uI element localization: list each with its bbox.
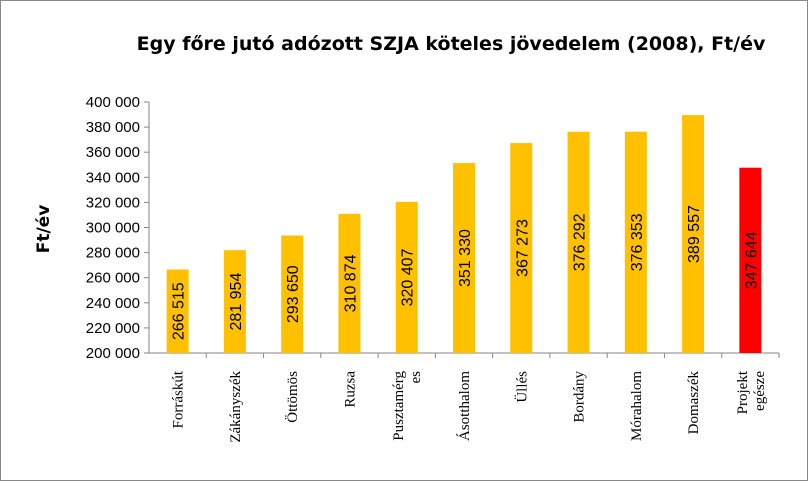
chart-title: Egy főre jutó adózott SZJA köteles jöved… — [136, 33, 766, 55]
x-category-labels: Forráskút Zákányszék Öttömös Ruzsa Pusztamér… — [171, 370, 768, 442]
y-tick-label: 320 000 — [86, 194, 140, 211]
bars: 266 515 281 954 293 650 310 874 320 407 351 3… — [166, 115, 780, 358]
bar-data-label: 376 292 — [572, 213, 589, 271]
bar-data-label: 320 407 — [400, 248, 417, 306]
bar-data-label: 367 273 — [514, 219, 531, 277]
x-category-label: Projekt — [735, 370, 751, 414]
bar — [739, 167, 762, 353]
x-category-label: Üllés — [513, 371, 530, 403]
x-category-label: Ruzsa — [342, 371, 358, 408]
bar-data-label: 376 353 — [629, 213, 646, 271]
y-ticks: 200 000 220 000 240 000 260 000 280 000 300 0… — [86, 94, 149, 362]
x-category-label: Öttömös — [284, 371, 301, 423]
x-category-label: Forráskút — [171, 370, 187, 428]
bar — [223, 250, 246, 353]
x-category-label: egésze — [752, 371, 768, 411]
bar-data-label: 347 644 — [743, 231, 760, 289]
bar — [166, 269, 189, 353]
y-tick-label: 400 000 — [86, 94, 140, 111]
y-tick-label: 300 000 — [86, 220, 140, 237]
x-category-label: Mórahalom — [629, 371, 645, 441]
bar — [281, 235, 304, 353]
bar — [510, 143, 533, 353]
y-tick-label: 340 000 — [86, 169, 140, 186]
bar — [682, 115, 705, 354]
x-category-label: Domaszék — [686, 371, 702, 435]
x-category-label: Zákányszék — [228, 371, 244, 443]
x-category-label: Bordány — [572, 371, 588, 423]
bar — [624, 131, 647, 353]
bar-data-label: 310 874 — [342, 254, 359, 312]
bar — [567, 131, 590, 353]
bar-data-label: 389 557 — [686, 205, 703, 263]
y-tick-label: 240 000 — [86, 295, 140, 312]
y-tick-label: 260 000 — [86, 270, 140, 287]
x-category-label: Pusztamérg — [391, 371, 407, 441]
bar — [453, 163, 475, 353]
y-tick-label: 380 000 — [86, 119, 140, 136]
bar-data-label: 293 650 — [285, 265, 302, 323]
x-category-label: Ásotthalom — [456, 371, 473, 441]
y-tick-label: 360 000 — [86, 144, 140, 161]
x-category-label: es — [408, 371, 424, 384]
bar — [395, 201, 418, 353]
bar — [338, 213, 361, 353]
y-axis-label: Ft/év — [34, 205, 54, 254]
y-tick-label: 220 000 — [86, 320, 140, 337]
y-tick-label: 200 000 — [86, 345, 140, 362]
bar-data-label: 266 515 — [171, 282, 188, 340]
bar-data-label: 351 330 — [457, 229, 474, 287]
y-tick-label: 280 000 — [86, 245, 140, 262]
bar-data-label: 281 954 — [228, 273, 245, 331]
